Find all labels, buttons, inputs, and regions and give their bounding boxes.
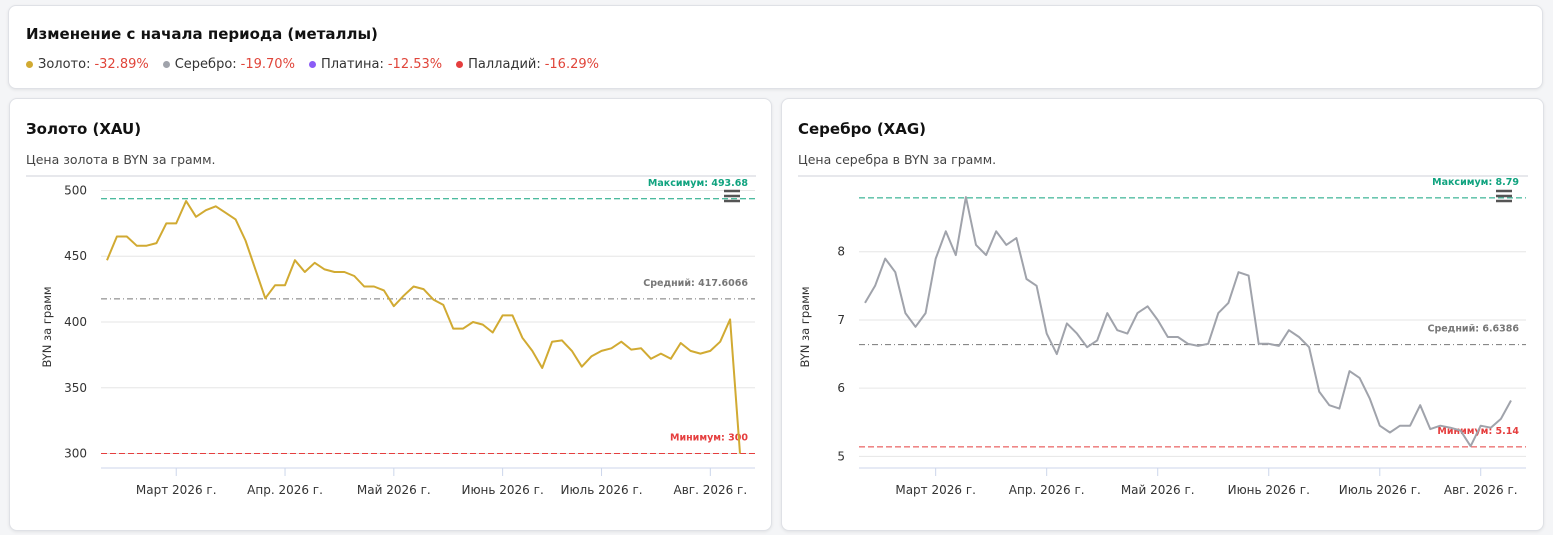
x-tick-label: Авг. 2026 г. — [1444, 483, 1518, 497]
series-line — [106, 200, 741, 454]
x-tick-label: Июль 2026 г. — [560, 483, 642, 497]
summary-legend: Золото: -32.89% Серебро: -19.70% Платина: -12… — [26, 57, 599, 72]
y-tick-label: 7 — [837, 313, 845, 327]
summary-card: Изменение с начала периода (металлы) Зол… — [8, 5, 1543, 89]
chart-card: Серебро (XAG) Цена серебра в BYN за грамм… — [781, 98, 1544, 531]
y-tick-label: 400 — [64, 315, 87, 329]
legend-item[interactable]: Золото: -32.89% — [26, 57, 149, 72]
legend-name: Золото: — [38, 57, 91, 72]
reference-label: Средний: 6.6386 — [1427, 324, 1519, 335]
chart-menu[interactable] — [1496, 189, 1512, 203]
legend-dot — [162, 61, 170, 68]
x-tick-label: Июнь 2026 г. — [1228, 483, 1310, 497]
series-line — [864, 196, 1512, 448]
x-tick-label: Июль 2026 г. — [1339, 483, 1421, 497]
x-tick-label: Апр. 2026 г. — [1009, 483, 1085, 497]
legend-change: -32.89% — [94, 57, 149, 72]
x-tick-label: Апр. 2026 г. — [247, 483, 323, 497]
legend-item[interactable]: Платина: -12.53% — [308, 57, 443, 72]
reference-label: Минимум: 300 — [670, 433, 748, 444]
summary-title: Изменение с начала периода (металлы) — [26, 25, 378, 43]
x-tick-label: Март 2026 г. — [136, 483, 217, 497]
x-tick-label: Март 2026 г. — [895, 483, 976, 497]
chart-title: Золото (XAU) — [26, 120, 141, 138]
legend-name: Серебро: — [174, 57, 237, 72]
reference-label: Максимум: 493.68 — [648, 178, 748, 189]
x-tick-label: Июнь 2026 г. — [461, 483, 543, 497]
y-tick-label: 6 — [837, 381, 845, 395]
x-tick-label: Май 2026 г. — [1121, 483, 1195, 497]
legend-dot — [456, 61, 464, 68]
y-tick-label: 8 — [837, 245, 845, 259]
y-tick-label: 450 — [64, 249, 87, 263]
y-axis-label: BYN за грамм — [40, 286, 54, 367]
legend-name: Платина: — [320, 57, 384, 72]
reference-label: Средний: 417.6066 — [643, 278, 748, 289]
chart: Золото (XAU) Цена золота в BYN за грамм. B… — [26, 120, 756, 497]
chart-card: Золото (XAU) Цена золота в BYN за грамм. B… — [9, 98, 772, 531]
chart-title: Серебро (XAG) — [798, 120, 926, 138]
legend-dot — [26, 61, 33, 68]
chart-subtitle: Цена серебра в BYN за грамм. — [798, 152, 996, 167]
x-tick-label: Авг. 2026 г. — [673, 483, 747, 497]
y-tick-label: 350 — [64, 381, 87, 395]
legend-change: -19.70% — [240, 57, 295, 72]
y-tick-label: 5 — [837, 449, 845, 463]
x-tick-label: Май 2026 г. — [357, 483, 431, 497]
chart: Серебро (XAG) Цена серебра в BYN за грамм… — [798, 120, 1528, 497]
y-tick-label: 300 — [64, 447, 87, 461]
y-axis-label: BYN за грамм — [798, 286, 812, 367]
legend-change: -12.53% — [387, 57, 443, 72]
reference-label: Максимум: 8.79 — [1432, 177, 1519, 188]
chart-menu[interactable] — [724, 189, 740, 203]
legend-item[interactable]: Палладий: -16.29% — [456, 57, 599, 72]
legend-dot — [308, 61, 316, 68]
y-tick-label: 500 — [64, 183, 87, 197]
legend-item[interactable]: Серебро: -19.70% — [162, 57, 295, 72]
legend-change: -16.29% — [544, 57, 599, 72]
legend-name: Палладий: — [468, 57, 541, 72]
chart-subtitle: Цена золота в BYN за грамм. — [26, 152, 216, 167]
